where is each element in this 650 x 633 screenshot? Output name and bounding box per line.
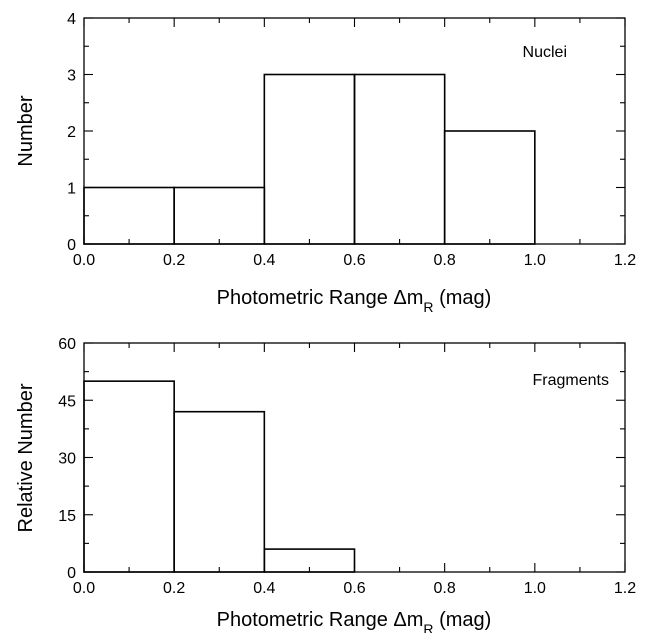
y-axis-ticks: 0 1 2 3 4 bbox=[67, 11, 625, 254]
histogram-bar bbox=[83, 380, 175, 573]
x-tick-label: 0.6 bbox=[343, 580, 365, 597]
x-axis-ticks: 0.0 0.2 0.4 0.6 0.8 1.0 1.2 bbox=[73, 343, 636, 597]
x-axis-label: Photometric Range ΔmR (mag) bbox=[217, 609, 492, 633]
histogram-bar bbox=[173, 186, 266, 245]
x-tick-label: 0.8 bbox=[434, 580, 456, 597]
y-tick-label: 4 bbox=[67, 11, 76, 28]
x-tick-label: 0.2 bbox=[163, 580, 185, 597]
x-tick-label: 1.2 bbox=[614, 580, 636, 597]
x-tick-label: 0.6 bbox=[343, 252, 365, 269]
x-tick-label: 1.0 bbox=[524, 580, 546, 597]
y-tick-label: 0 bbox=[67, 565, 76, 582]
nuclei-histogram-panel: 0.0 0.2 0.4 0.6 0.8 1.0 1.2 0 1 2 3 4 Nuclei Photo… bbox=[15, 11, 636, 315]
x-tick-label: 0.0 bbox=[73, 252, 95, 269]
x-axis-label: Photometric Range ΔmR (mag) bbox=[217, 287, 492, 315]
histogram-bar bbox=[83, 186, 175, 245]
x-tick-label: 0.0 bbox=[73, 580, 95, 597]
histogram-bar bbox=[173, 410, 266, 573]
x-tick-label: 0.8 bbox=[434, 252, 456, 269]
y-axis-ticks: 0 15 30 45 60 bbox=[58, 336, 625, 582]
y-tick-label: 30 bbox=[58, 451, 76, 468]
x-tick-label: 1.0 bbox=[524, 252, 546, 269]
x-tick-label: 0.4 bbox=[253, 252, 275, 269]
y-tick-label: 0 bbox=[67, 237, 76, 254]
histogram-bars bbox=[83, 73, 536, 245]
y-axis-label: Relative Number bbox=[15, 383, 37, 532]
fragments-histogram-panel: 0.0 0.2 0.4 0.6 0.8 1.0 1.2 0 15 30 45 60 Fragment… bbox=[15, 336, 636, 633]
panel-annotation: Nuclei bbox=[523, 44, 567, 61]
y-tick-label: 3 bbox=[67, 68, 76, 85]
x-tick-label: 0.2 bbox=[163, 252, 185, 269]
y-tick-label: 45 bbox=[58, 393, 76, 410]
histogram-bar bbox=[263, 73, 356, 245]
y-tick-label: 1 bbox=[67, 181, 76, 198]
histogram-bar bbox=[443, 130, 536, 245]
y-tick-label: 15 bbox=[58, 508, 76, 525]
histogram-bar bbox=[353, 73, 446, 245]
histogram-bars bbox=[83, 380, 356, 573]
x-tick-label: 0.4 bbox=[253, 580, 275, 597]
panel-annotation: Fragments bbox=[533, 372, 609, 389]
y-tick-label: 60 bbox=[58, 336, 76, 353]
y-tick-label: 2 bbox=[67, 124, 76, 141]
y-axis-label: Number bbox=[15, 95, 37, 166]
x-tick-label: 1.2 bbox=[614, 252, 636, 269]
x-axis-ticks: 0.0 0.2 0.4 0.6 0.8 1.0 1.2 bbox=[73, 18, 636, 269]
